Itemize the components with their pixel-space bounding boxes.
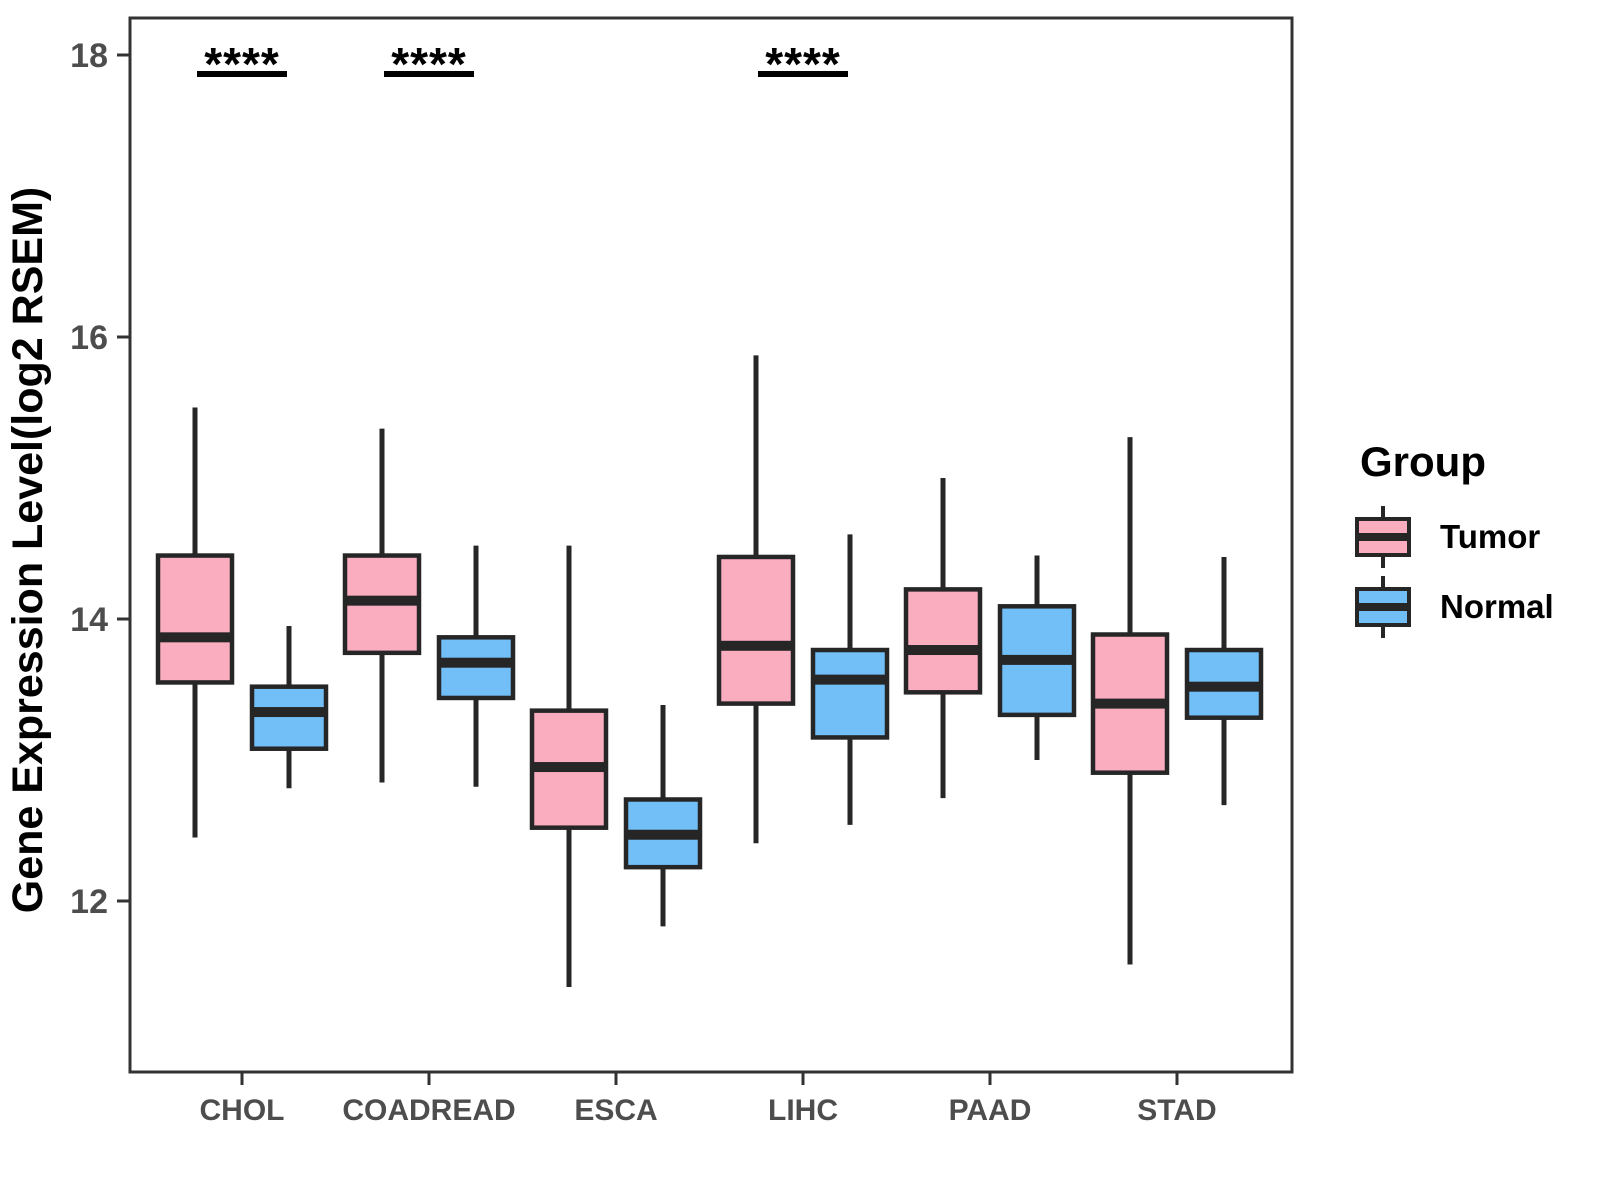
significance-bar-CHOL (197, 71, 287, 77)
y-tick-label: 12 (70, 883, 108, 921)
significance-bar-COADREAD (384, 71, 474, 77)
median-Tumor-LIHC (721, 640, 791, 651)
median-Normal-STAD (1189, 681, 1259, 692)
y-axis-title: Gene Expression Level(log2 RSEM) (4, 187, 52, 913)
median-Tumor-COADREAD (347, 595, 417, 606)
y-tick-label: 14 (70, 601, 108, 639)
median-Normal-CHOL (254, 707, 324, 718)
y-tick-label: 16 (70, 319, 108, 357)
median-Normal-COADREAD (441, 657, 511, 668)
median-Tumor-CHOL (160, 632, 230, 643)
x-axis-label: CHOL (200, 1094, 285, 1127)
significance-label-COADREAD: **** (391, 38, 467, 90)
median-Tumor-PAAD (908, 645, 978, 656)
tumor-boxplot-key-icon (1355, 506, 1411, 568)
x-axis-label: PAAD (949, 1094, 1032, 1127)
box-Tumor-CHOL (155, 553, 235, 685)
box-Normal-LIHC (810, 647, 890, 740)
x-axis-label: STAD (1137, 1094, 1216, 1127)
normal-boxplot-key-icon (1355, 576, 1411, 638)
x-axis-label: COADREAD (342, 1094, 515, 1127)
legend-entry-label-normal: Normal (1440, 588, 1554, 625)
box-Tumor-PAAD (903, 587, 983, 695)
significance-bar-LIHC (758, 71, 848, 77)
median-Normal-PAAD (1002, 654, 1072, 665)
median-Normal-ESCA (628, 829, 698, 840)
legend-entry-tumor: Tumor (1352, 504, 1554, 570)
median-Tumor-STAD (1095, 698, 1165, 709)
x-axis-label: LIHC (768, 1094, 838, 1127)
box-Tumor-LIHC (716, 554, 796, 706)
y-tick-label: 18 (70, 37, 108, 75)
significance-label-CHOL: **** (204, 38, 280, 90)
legend-entry-normal: Normal (1352, 574, 1554, 640)
median-Normal-LIHC (815, 674, 885, 685)
median-Tumor-ESCA (534, 762, 604, 773)
panel-border (128, 16, 1294, 1074)
box-Normal-CHOL (249, 684, 329, 751)
significance-label-LIHC: **** (765, 38, 841, 90)
x-axis-label: ESCA (574, 1094, 657, 1127)
legend-entry-label-tumor: Tumor (1440, 518, 1541, 555)
legend-title: Group (1360, 438, 1486, 485)
legend: Group Tumor Normal (1352, 438, 1554, 644)
